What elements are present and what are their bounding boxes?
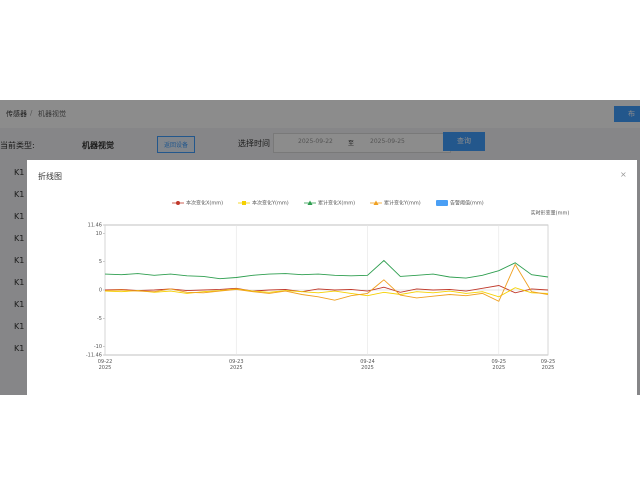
x-tick-label: 09-24 2025 (360, 359, 375, 371)
type-value: 机器视觉 (82, 141, 114, 150)
device-item[interactable]: K1 (14, 234, 25, 243)
legend-label: 本次变化X(mm) (186, 200, 223, 207)
breadcrumb-sep: / (30, 109, 33, 117)
x-tick-label: 09-22 2025 (98, 359, 113, 371)
legend-marker (373, 200, 379, 205)
breadcrumb: 机器视觉 (38, 110, 66, 118)
series-line (104, 285, 549, 294)
y-tick-label: -5 (97, 316, 102, 322)
type-label: 当前类型: (0, 141, 35, 150)
device-item[interactable]: K1 (14, 344, 25, 353)
y-tick-label: -11.46 (86, 353, 102, 359)
start-date: 2025-09-22 (298, 138, 333, 145)
y-tick-label: 11.46 (88, 223, 102, 229)
modal-title: 折线图 (38, 172, 62, 181)
legend-label: 累计变化Y(mm) (384, 200, 421, 207)
legend-label: 本次变化Y(mm) (252, 200, 289, 207)
device-item[interactable]: K1 (14, 300, 25, 309)
device-item[interactable]: K1 (14, 256, 25, 265)
series-line (104, 287, 549, 298)
y-tick-label: 0 (99, 288, 102, 294)
device-item[interactable]: K1 (14, 190, 25, 199)
end-date: 2025-09-25 (370, 138, 405, 145)
close-button[interactable]: × (620, 170, 627, 179)
device-item[interactable]: K1 (14, 212, 25, 221)
x-tick-label: 09-23 2025 (229, 359, 244, 371)
header (0, 100, 640, 128)
device-item[interactable]: K1 (14, 278, 25, 287)
back-button[interactable]: 返回设备 (157, 136, 196, 153)
legend-marker (307, 200, 313, 205)
device-item[interactable]: K1 (14, 168, 25, 177)
time-label: 选择时间 (238, 139, 270, 148)
breadcrumb[interactable]: 传感器 (6, 110, 27, 118)
modal: 折线图 × -11.46 -10 -5 0 5 10 11.46 09-22 2025 09-23… (27, 160, 637, 395)
series-line (104, 259, 549, 280)
x-tick-label: 09-25 2025 (541, 359, 556, 371)
legend-marker (176, 201, 180, 205)
y-axis-label: 实时形变量(mm) (531, 210, 570, 217)
legend-label: 累计变化X(mm) (318, 200, 355, 207)
series-line (104, 263, 549, 302)
legend-label: 告警阈值(mm) (450, 200, 484, 207)
legend-marker (436, 200, 448, 206)
x-tick-label: 09-25 2025 (492, 359, 507, 371)
device-item[interactable]: K1 (14, 322, 25, 331)
chart: -11.46 -10 -5 0 5 10 11.46 09-22 2025 09-23 2025 09… (86, 200, 570, 371)
legend-marker (242, 201, 246, 205)
query-button[interactable]: 查询 (443, 132, 485, 151)
top-button[interactable]: 布 (614, 106, 640, 122)
y-tick-label: 10 (96, 231, 102, 237)
y-tick-label: -10 (94, 344, 102, 350)
y-tick-label: 5 (99, 259, 102, 265)
range-sep: 至 (348, 140, 355, 147)
